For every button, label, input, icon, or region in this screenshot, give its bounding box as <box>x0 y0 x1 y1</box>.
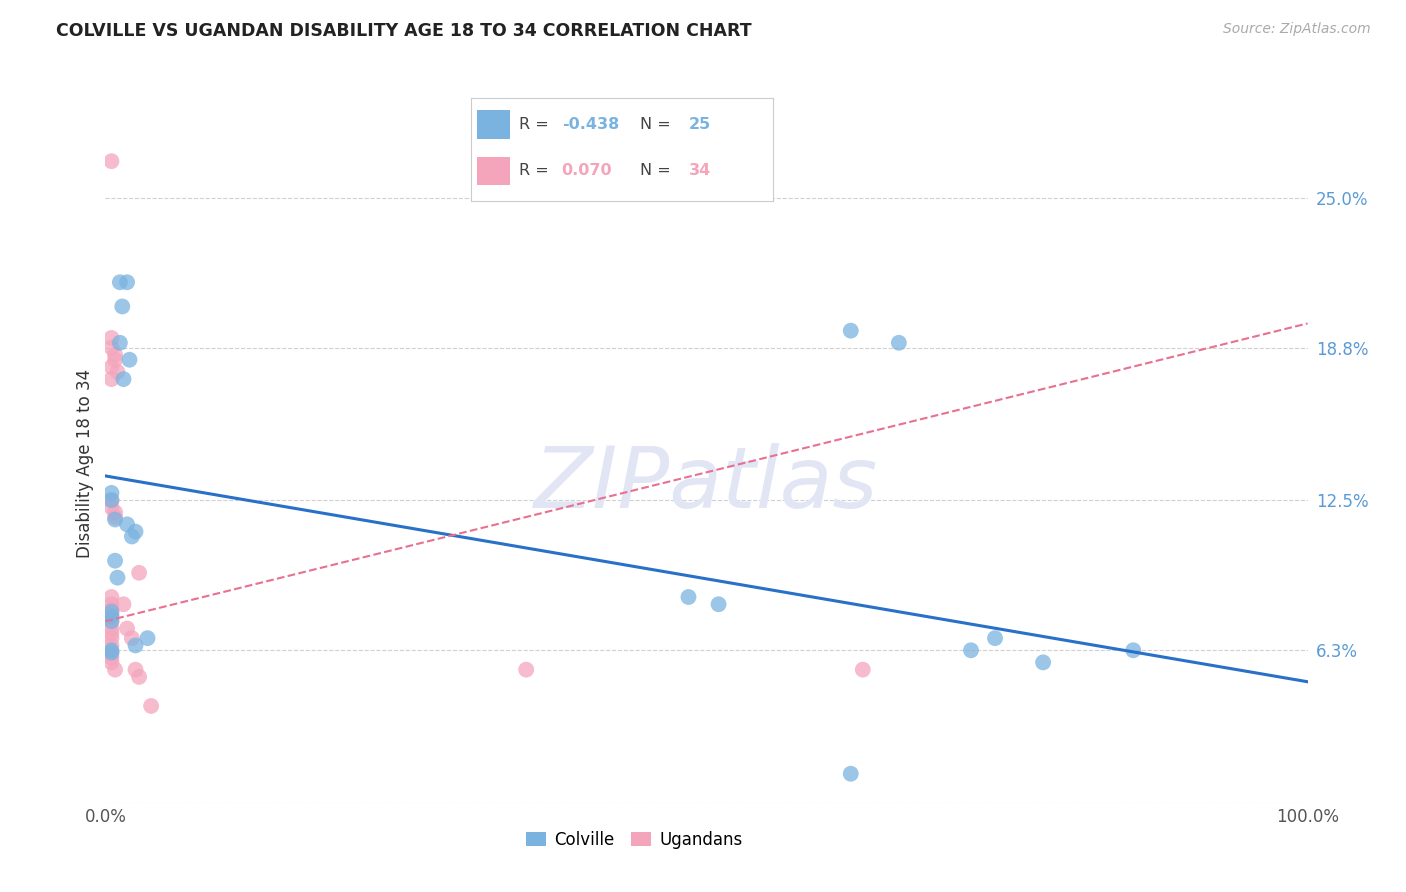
Point <box>100 605 122 619</box>
Point <box>104 505 127 519</box>
Point <box>112 372 135 386</box>
Point <box>678 590 700 604</box>
Point <box>107 571 129 585</box>
Point <box>100 614 122 628</box>
Point <box>852 663 875 677</box>
Point <box>1122 643 1144 657</box>
Text: Source: ZipAtlas.com: Source: ZipAtlas.com <box>1223 22 1371 37</box>
Point <box>136 631 159 645</box>
Point <box>100 614 122 628</box>
Point <box>100 631 122 645</box>
Text: N =: N = <box>640 163 676 178</box>
Point <box>100 331 122 345</box>
Point <box>100 609 122 624</box>
Point <box>115 622 138 636</box>
Point <box>960 643 983 657</box>
Point <box>100 590 122 604</box>
Point <box>121 529 143 543</box>
Point <box>104 510 127 524</box>
Point <box>100 650 122 665</box>
Point <box>100 646 122 660</box>
Point <box>107 365 129 379</box>
Point <box>839 324 862 338</box>
Point <box>104 352 127 367</box>
Y-axis label: Disability Age 18 to 34: Disability Age 18 to 34 <box>76 369 94 558</box>
Bar <box>477 157 510 186</box>
Point <box>104 348 127 362</box>
Point <box>115 275 138 289</box>
Point <box>100 493 122 508</box>
Point <box>100 372 122 386</box>
Point <box>124 663 146 677</box>
Point <box>100 486 122 500</box>
Point <box>124 524 146 539</box>
Point <box>100 602 122 616</box>
Point <box>887 335 910 350</box>
Point <box>1032 656 1054 670</box>
Point <box>100 341 122 355</box>
Point <box>515 663 537 677</box>
Text: 25: 25 <box>689 117 711 132</box>
Point <box>100 154 122 169</box>
Point <box>108 335 131 350</box>
Text: R =: R = <box>519 163 560 178</box>
Point <box>115 517 138 532</box>
Point <box>118 352 141 367</box>
Point <box>839 766 862 780</box>
Point <box>100 656 122 670</box>
Point <box>139 698 162 713</box>
Point <box>984 631 1007 645</box>
Legend: Colville, Ugandans: Colville, Ugandans <box>519 824 749 855</box>
Point <box>124 639 146 653</box>
Point <box>100 359 122 374</box>
Point <box>100 639 122 653</box>
Point <box>100 622 122 636</box>
Point <box>100 500 122 515</box>
Point <box>100 626 122 640</box>
Point <box>104 512 127 526</box>
Point <box>100 493 122 508</box>
Point <box>104 554 127 568</box>
Point <box>104 663 127 677</box>
Text: 34: 34 <box>689 163 711 178</box>
Text: ZIPatlas: ZIPatlas <box>534 442 879 525</box>
Point <box>707 597 730 611</box>
Point <box>100 607 122 621</box>
Point <box>128 670 150 684</box>
Text: R =: R = <box>519 117 554 132</box>
Point <box>112 597 135 611</box>
Bar <box>477 111 510 139</box>
Point <box>100 643 122 657</box>
Point <box>111 300 134 314</box>
Point <box>108 275 131 289</box>
Point <box>100 597 122 611</box>
Point <box>100 646 122 660</box>
Point <box>128 566 150 580</box>
Text: 0.070: 0.070 <box>562 163 613 178</box>
Text: COLVILLE VS UGANDAN DISABILITY AGE 18 TO 34 CORRELATION CHART: COLVILLE VS UGANDAN DISABILITY AGE 18 TO… <box>56 22 752 40</box>
Text: -0.438: -0.438 <box>562 117 619 132</box>
Point <box>121 631 143 645</box>
Text: N =: N = <box>640 117 676 132</box>
